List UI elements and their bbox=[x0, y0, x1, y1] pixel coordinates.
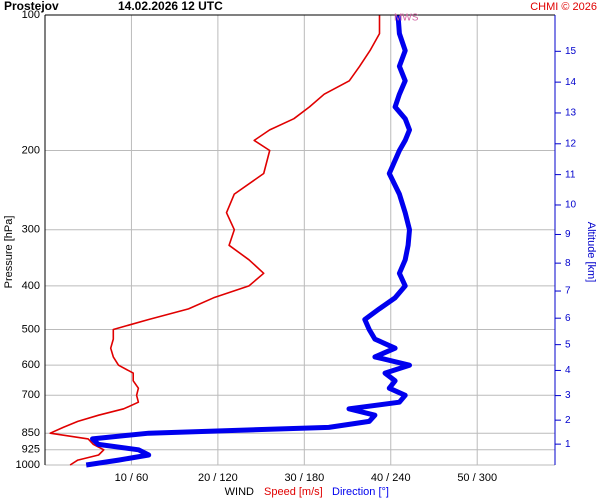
y-tick-label: 500 bbox=[22, 323, 40, 335]
y-tick-label: 850 bbox=[22, 427, 40, 439]
marker-label: MWS bbox=[394, 13, 419, 24]
y-tick-label: 100 bbox=[22, 9, 40, 21]
y-tick-label: 1000 bbox=[16, 459, 40, 471]
y2-tick-label: 1 bbox=[565, 439, 571, 450]
y2-tick-label: 12 bbox=[565, 138, 577, 149]
y2-axis-label: Altitude [km] bbox=[585, 222, 597, 283]
x-tick-label: 30 / 180 bbox=[284, 472, 324, 484]
line-series bbox=[49, 15, 381, 466]
line-series bbox=[85, 14, 412, 468]
y-tick-label: 600 bbox=[22, 359, 40, 371]
y2-tick-label: 5 bbox=[565, 339, 571, 350]
y2-tick-label: 9 bbox=[565, 229, 571, 240]
y2-tick-label: 10 bbox=[565, 200, 577, 211]
y-tick-label: 700 bbox=[22, 389, 40, 401]
y2-tick-label: 7 bbox=[565, 286, 571, 297]
x-tick-label: 40 / 240 bbox=[371, 472, 411, 484]
x-tick-label: 50 / 300 bbox=[457, 472, 497, 484]
y2-tick-label: 11 bbox=[565, 169, 576, 180]
y-tick-label: 300 bbox=[22, 224, 40, 236]
credit: CHMI © 2026 bbox=[530, 1, 597, 13]
y-axis-label: Pressure [hPa] bbox=[3, 216, 15, 289]
x-tick-label: 20 / 120 bbox=[198, 472, 238, 484]
y2-tick-label: 3 bbox=[565, 390, 571, 401]
y2-tick-label: 14 bbox=[565, 77, 577, 88]
chart-title: 14.02.2026 12 UTC bbox=[118, 0, 223, 13]
legend-entry: Speed [m/s] bbox=[264, 486, 323, 498]
legend-entry: Direction [°] bbox=[332, 486, 389, 498]
y2-tick-label: 13 bbox=[565, 108, 577, 119]
marks bbox=[49, 14, 412, 468]
y-tick-label: 400 bbox=[22, 280, 40, 292]
y2-tick-label: 2 bbox=[565, 415, 571, 426]
y2-tick-label: 8 bbox=[565, 258, 571, 269]
y-tick-label: 925 bbox=[22, 444, 40, 456]
y2-tick-label: 6 bbox=[565, 313, 571, 324]
x-tick-label: 10 / 60 bbox=[115, 472, 149, 484]
y2-tick-label: 15 bbox=[565, 46, 577, 57]
y-tick-label: 200 bbox=[22, 144, 40, 156]
station: Prostejov bbox=[4, 0, 59, 13]
x-axis-label: WIND bbox=[225, 486, 254, 498]
y2-tick-label: 4 bbox=[565, 365, 571, 376]
